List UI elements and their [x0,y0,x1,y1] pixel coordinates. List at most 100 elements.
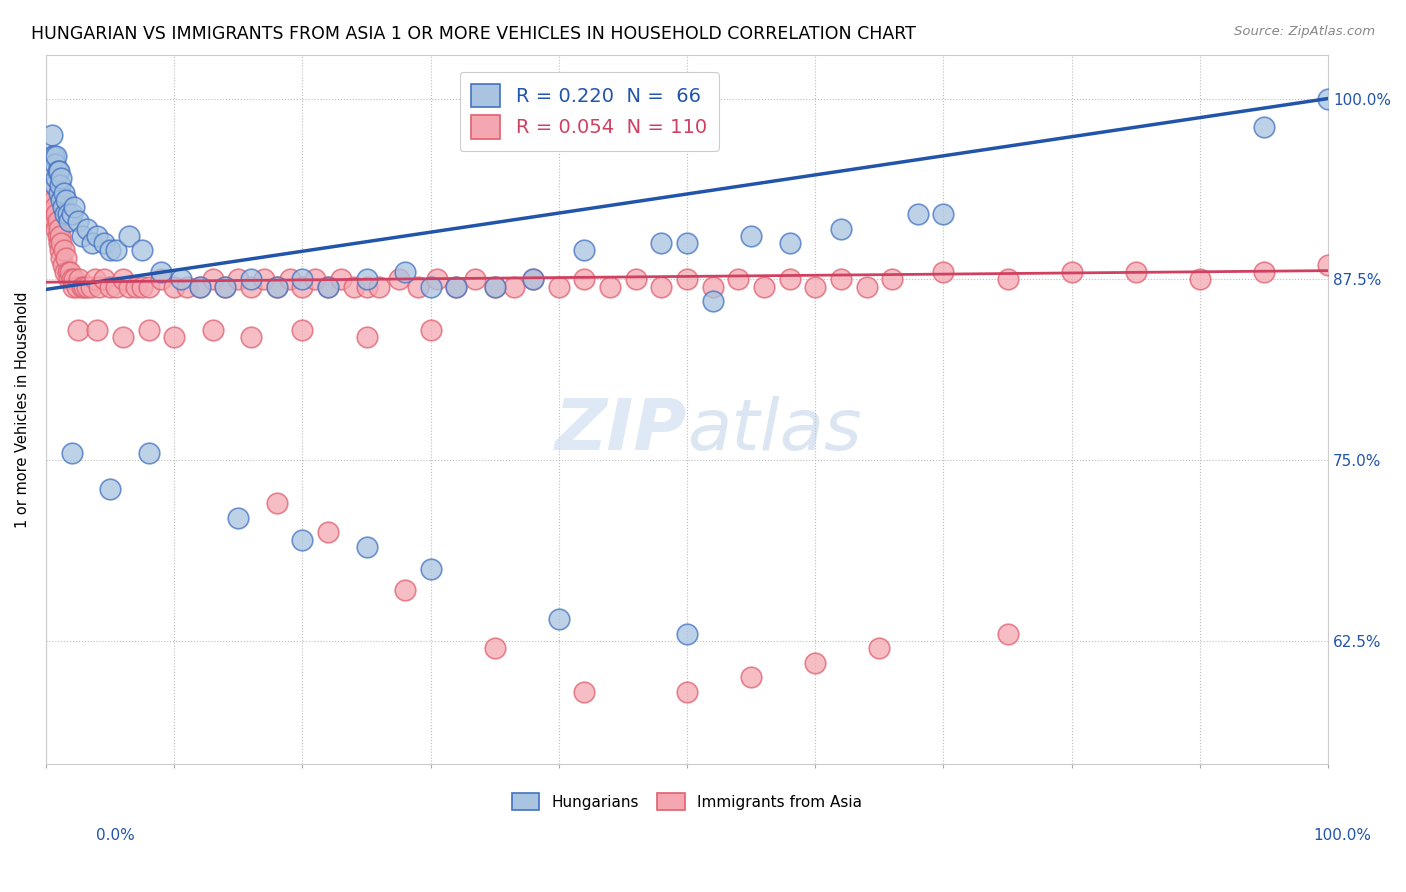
Point [86,323,108,337]
Point [278,272,301,286]
Point [419,561,441,575]
Point [304,272,326,286]
Point [60,207,83,221]
Point [86,228,108,243]
Point [907,207,929,221]
Point [98,482,121,496]
Point [574,684,596,698]
Point [484,641,506,656]
Point [676,626,699,640]
Legend: Hungarians, Immigrants from Asia: Hungarians, Immigrants from Asia [506,787,869,816]
Point [804,279,827,293]
Point [503,279,526,293]
Point [60,272,83,286]
Point [291,323,314,337]
Point [83,272,105,286]
Point [356,330,378,344]
Point [63,272,86,286]
Point [932,265,955,279]
Point [76,279,98,293]
Point [394,583,416,598]
Point [650,236,672,251]
Text: HUNGARIAN VS IMMIGRANTS FROM ASIA 1 OR MORE VEHICLES IN HOUSEHOLD CORRELATION CH: HUNGARIAN VS IMMIGRANTS FROM ASIA 1 OR M… [31,25,915,43]
Point [55,193,77,207]
Point [118,279,141,293]
Point [574,272,596,286]
Point [201,272,224,286]
Point [63,200,86,214]
Point [52,200,75,214]
Point [66,323,89,337]
Point [150,265,173,279]
Point [406,279,429,293]
Point [131,279,153,293]
Point [67,272,90,286]
Point [60,446,83,460]
Point [855,279,877,293]
Point [42,193,65,207]
Point [55,251,77,265]
Point [599,279,621,293]
Point [316,525,339,540]
Point [131,244,153,258]
Point [291,279,314,293]
Point [188,279,211,293]
Point [138,279,160,293]
Point [226,272,249,286]
Point [49,244,72,258]
Point [59,265,82,279]
Point [70,228,93,243]
Point [1188,272,1211,286]
Point [484,279,506,293]
Point [176,279,198,293]
Point [484,279,506,293]
Text: 100.0%: 100.0% [1313,828,1371,843]
Point [82,236,104,251]
Point [52,244,75,258]
Text: ZIP: ZIP [555,396,688,466]
Point [42,207,65,221]
Point [702,293,724,308]
Point [46,228,69,243]
Point [291,272,314,286]
Point [45,171,67,186]
Point [49,178,72,193]
Point [42,149,65,163]
Point [48,236,70,251]
Point [53,207,76,221]
Point [188,279,211,293]
Point [41,186,63,200]
Point [169,272,191,286]
Point [48,221,70,235]
Point [226,511,249,525]
Point [41,149,63,163]
Point [446,279,468,293]
Y-axis label: 1 or more Vehicles in Household: 1 or more Vehicles in Household [15,291,30,528]
Point [105,244,128,258]
Point [93,272,115,286]
Point [240,272,263,286]
Point [52,186,75,200]
Point [58,214,80,228]
Point [125,279,148,293]
Point [111,330,134,344]
Point [291,533,314,547]
Point [1253,265,1275,279]
Point [76,221,98,235]
Point [48,186,70,200]
Point [830,272,852,286]
Point [41,128,63,142]
Point [51,171,73,186]
Point [419,323,441,337]
Point [201,323,224,337]
Point [46,164,69,178]
Point [240,330,263,344]
Point [419,279,441,293]
Point [343,279,366,293]
Point [1060,265,1083,279]
Point [51,251,73,265]
Point [1317,258,1340,272]
Point [830,221,852,235]
Text: atlas: atlas [688,396,862,466]
Point [740,670,762,684]
